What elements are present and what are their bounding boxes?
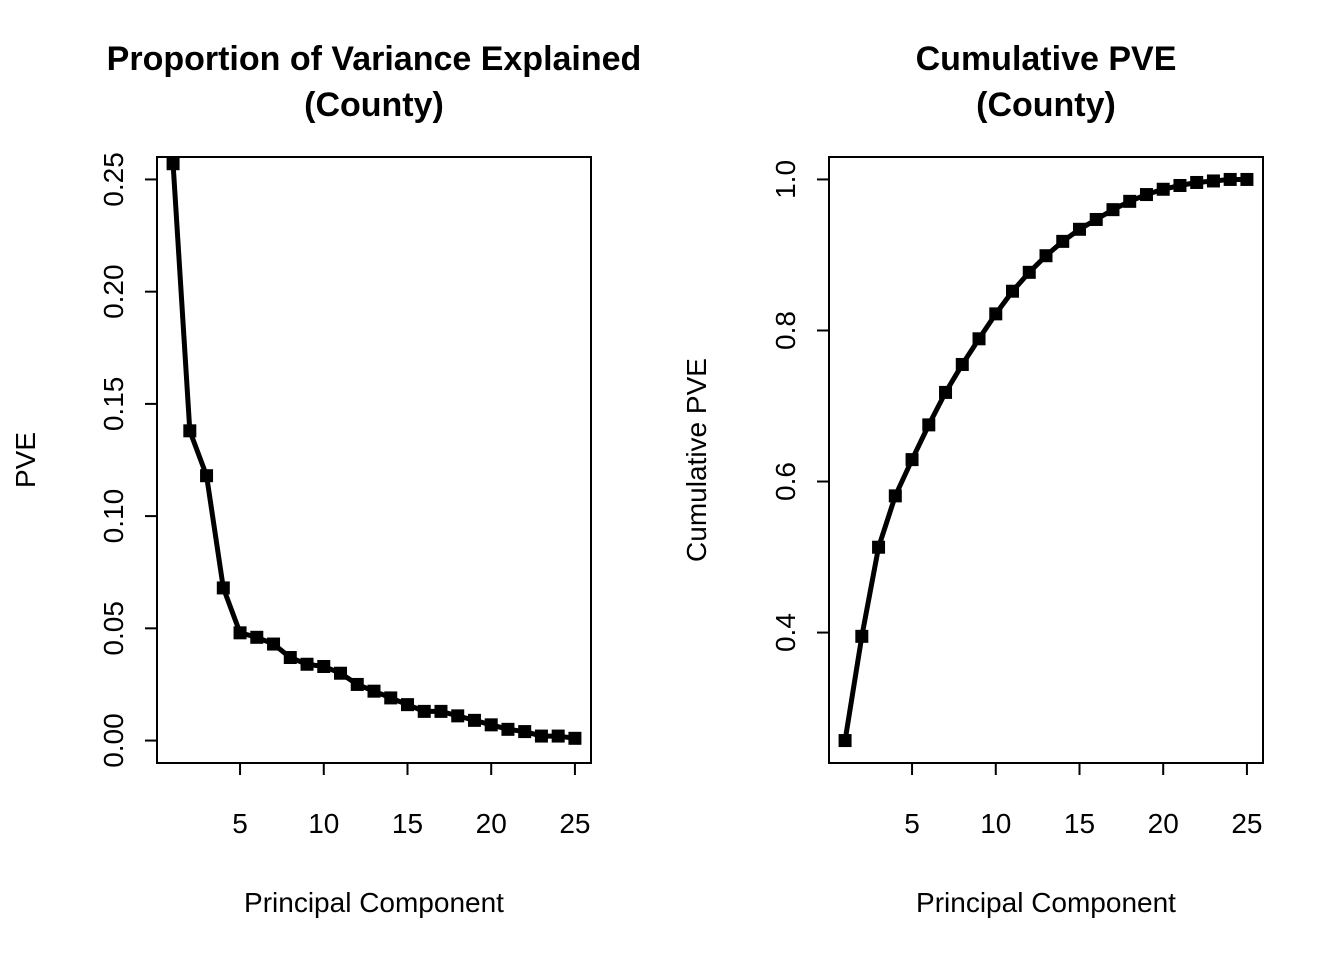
data-point xyxy=(317,659,331,673)
series-line xyxy=(170,163,576,741)
x-tick-label: 10 xyxy=(980,808,1011,839)
data-point xyxy=(250,630,264,644)
data-point xyxy=(1089,212,1103,226)
x-axis: 5 10 15 20 25 xyxy=(904,762,1263,839)
data-point xyxy=(1039,249,1053,263)
data-point xyxy=(989,307,1003,321)
x-tick-label: 20 xyxy=(1148,808,1179,839)
x-tick-label: 5 xyxy=(904,808,920,839)
series-marks xyxy=(166,157,582,745)
x-tick-label: 10 xyxy=(308,808,339,839)
data-point xyxy=(434,704,448,718)
data-point xyxy=(1206,174,1220,188)
pve-chart: Proportion of Variance Explained (County… xyxy=(10,40,641,918)
chart-title-line-1: Cumulative PVE xyxy=(916,40,1177,78)
y-axis: 0.00 0.05 0.10 0.15 0.20 0.25 xyxy=(98,152,158,768)
y-axis-label: Cumulative PVE xyxy=(681,358,712,562)
data-point xyxy=(283,651,297,665)
y-tick-label: 0.15 xyxy=(98,377,129,432)
series-line xyxy=(842,176,1247,741)
data-point xyxy=(568,731,582,745)
data-point xyxy=(233,626,247,640)
y-tick-label: 0.25 xyxy=(98,152,129,207)
x-axis-label: Principal Component xyxy=(244,887,504,918)
data-point xyxy=(1173,178,1187,192)
chart-title-line-1: Proportion of Variance Explained xyxy=(107,40,642,78)
data-point xyxy=(972,332,986,346)
data-point xyxy=(367,684,381,698)
data-point xyxy=(1106,203,1120,217)
data-point xyxy=(484,718,498,732)
data-point xyxy=(1190,175,1204,189)
y-tick-label: 0.4 xyxy=(770,613,801,652)
data-point xyxy=(1123,194,1137,208)
y-tick-label: 0.00 xyxy=(98,713,129,768)
data-point xyxy=(384,691,398,705)
data-point xyxy=(551,729,565,743)
data-point xyxy=(216,581,230,595)
data-point xyxy=(334,666,348,680)
data-point xyxy=(872,540,886,554)
series-marks xyxy=(838,172,1254,748)
y-tick-label: 0.05 xyxy=(98,601,129,656)
data-point xyxy=(855,629,869,643)
data-point xyxy=(166,157,180,171)
data-point xyxy=(451,709,465,723)
data-point xyxy=(1156,182,1170,196)
data-point xyxy=(1240,172,1254,186)
data-point xyxy=(888,489,902,503)
x-tick-label: 15 xyxy=(1064,808,1095,839)
y-tick-label: 0.20 xyxy=(98,264,129,319)
data-point xyxy=(300,657,314,671)
data-point xyxy=(1139,188,1153,202)
data-point xyxy=(1056,234,1070,248)
x-axis: 5 10 15 20 25 xyxy=(232,762,591,839)
chart-title-line-2: (County) xyxy=(304,86,444,124)
data-point xyxy=(1223,172,1237,186)
data-point xyxy=(518,725,532,739)
y-tick-label: 0.6 xyxy=(770,462,801,501)
x-axis-label: Principal Component xyxy=(916,887,1176,918)
data-point xyxy=(267,637,281,651)
x-tick-label: 25 xyxy=(559,808,590,839)
x-tick-label: 25 xyxy=(1231,808,1262,839)
y-tick-label: 0.10 xyxy=(98,489,129,544)
data-point xyxy=(939,385,953,399)
x-tick-label: 5 xyxy=(232,808,248,839)
x-tick-label: 20 xyxy=(476,808,507,839)
y-axis: 0.4 0.6 0.8 1.0 xyxy=(770,160,830,652)
data-point xyxy=(417,704,431,718)
y-axis-label: PVE xyxy=(10,432,41,488)
data-point xyxy=(467,713,481,727)
data-point xyxy=(838,734,852,748)
data-point xyxy=(400,698,414,712)
data-point xyxy=(534,729,548,743)
data-point xyxy=(1022,265,1036,279)
y-tick-label: 0.8 xyxy=(770,311,801,350)
data-point xyxy=(905,453,919,467)
plot-frame xyxy=(828,156,1264,764)
chart-title-line-2: (County) xyxy=(976,86,1116,124)
data-point xyxy=(1072,222,1086,236)
data-point xyxy=(955,357,969,371)
x-tick-label: 15 xyxy=(392,808,423,839)
data-point xyxy=(200,469,214,483)
y-tick-label: 1.0 xyxy=(770,160,801,199)
plot-frame xyxy=(156,156,592,764)
data-point xyxy=(922,418,936,432)
data-point xyxy=(350,677,364,691)
cumulative-pve-chart: Cumulative PVE (County) Principal Compon… xyxy=(681,40,1264,918)
data-point xyxy=(1006,284,1020,298)
data-point xyxy=(183,424,197,438)
data-point xyxy=(501,722,515,736)
